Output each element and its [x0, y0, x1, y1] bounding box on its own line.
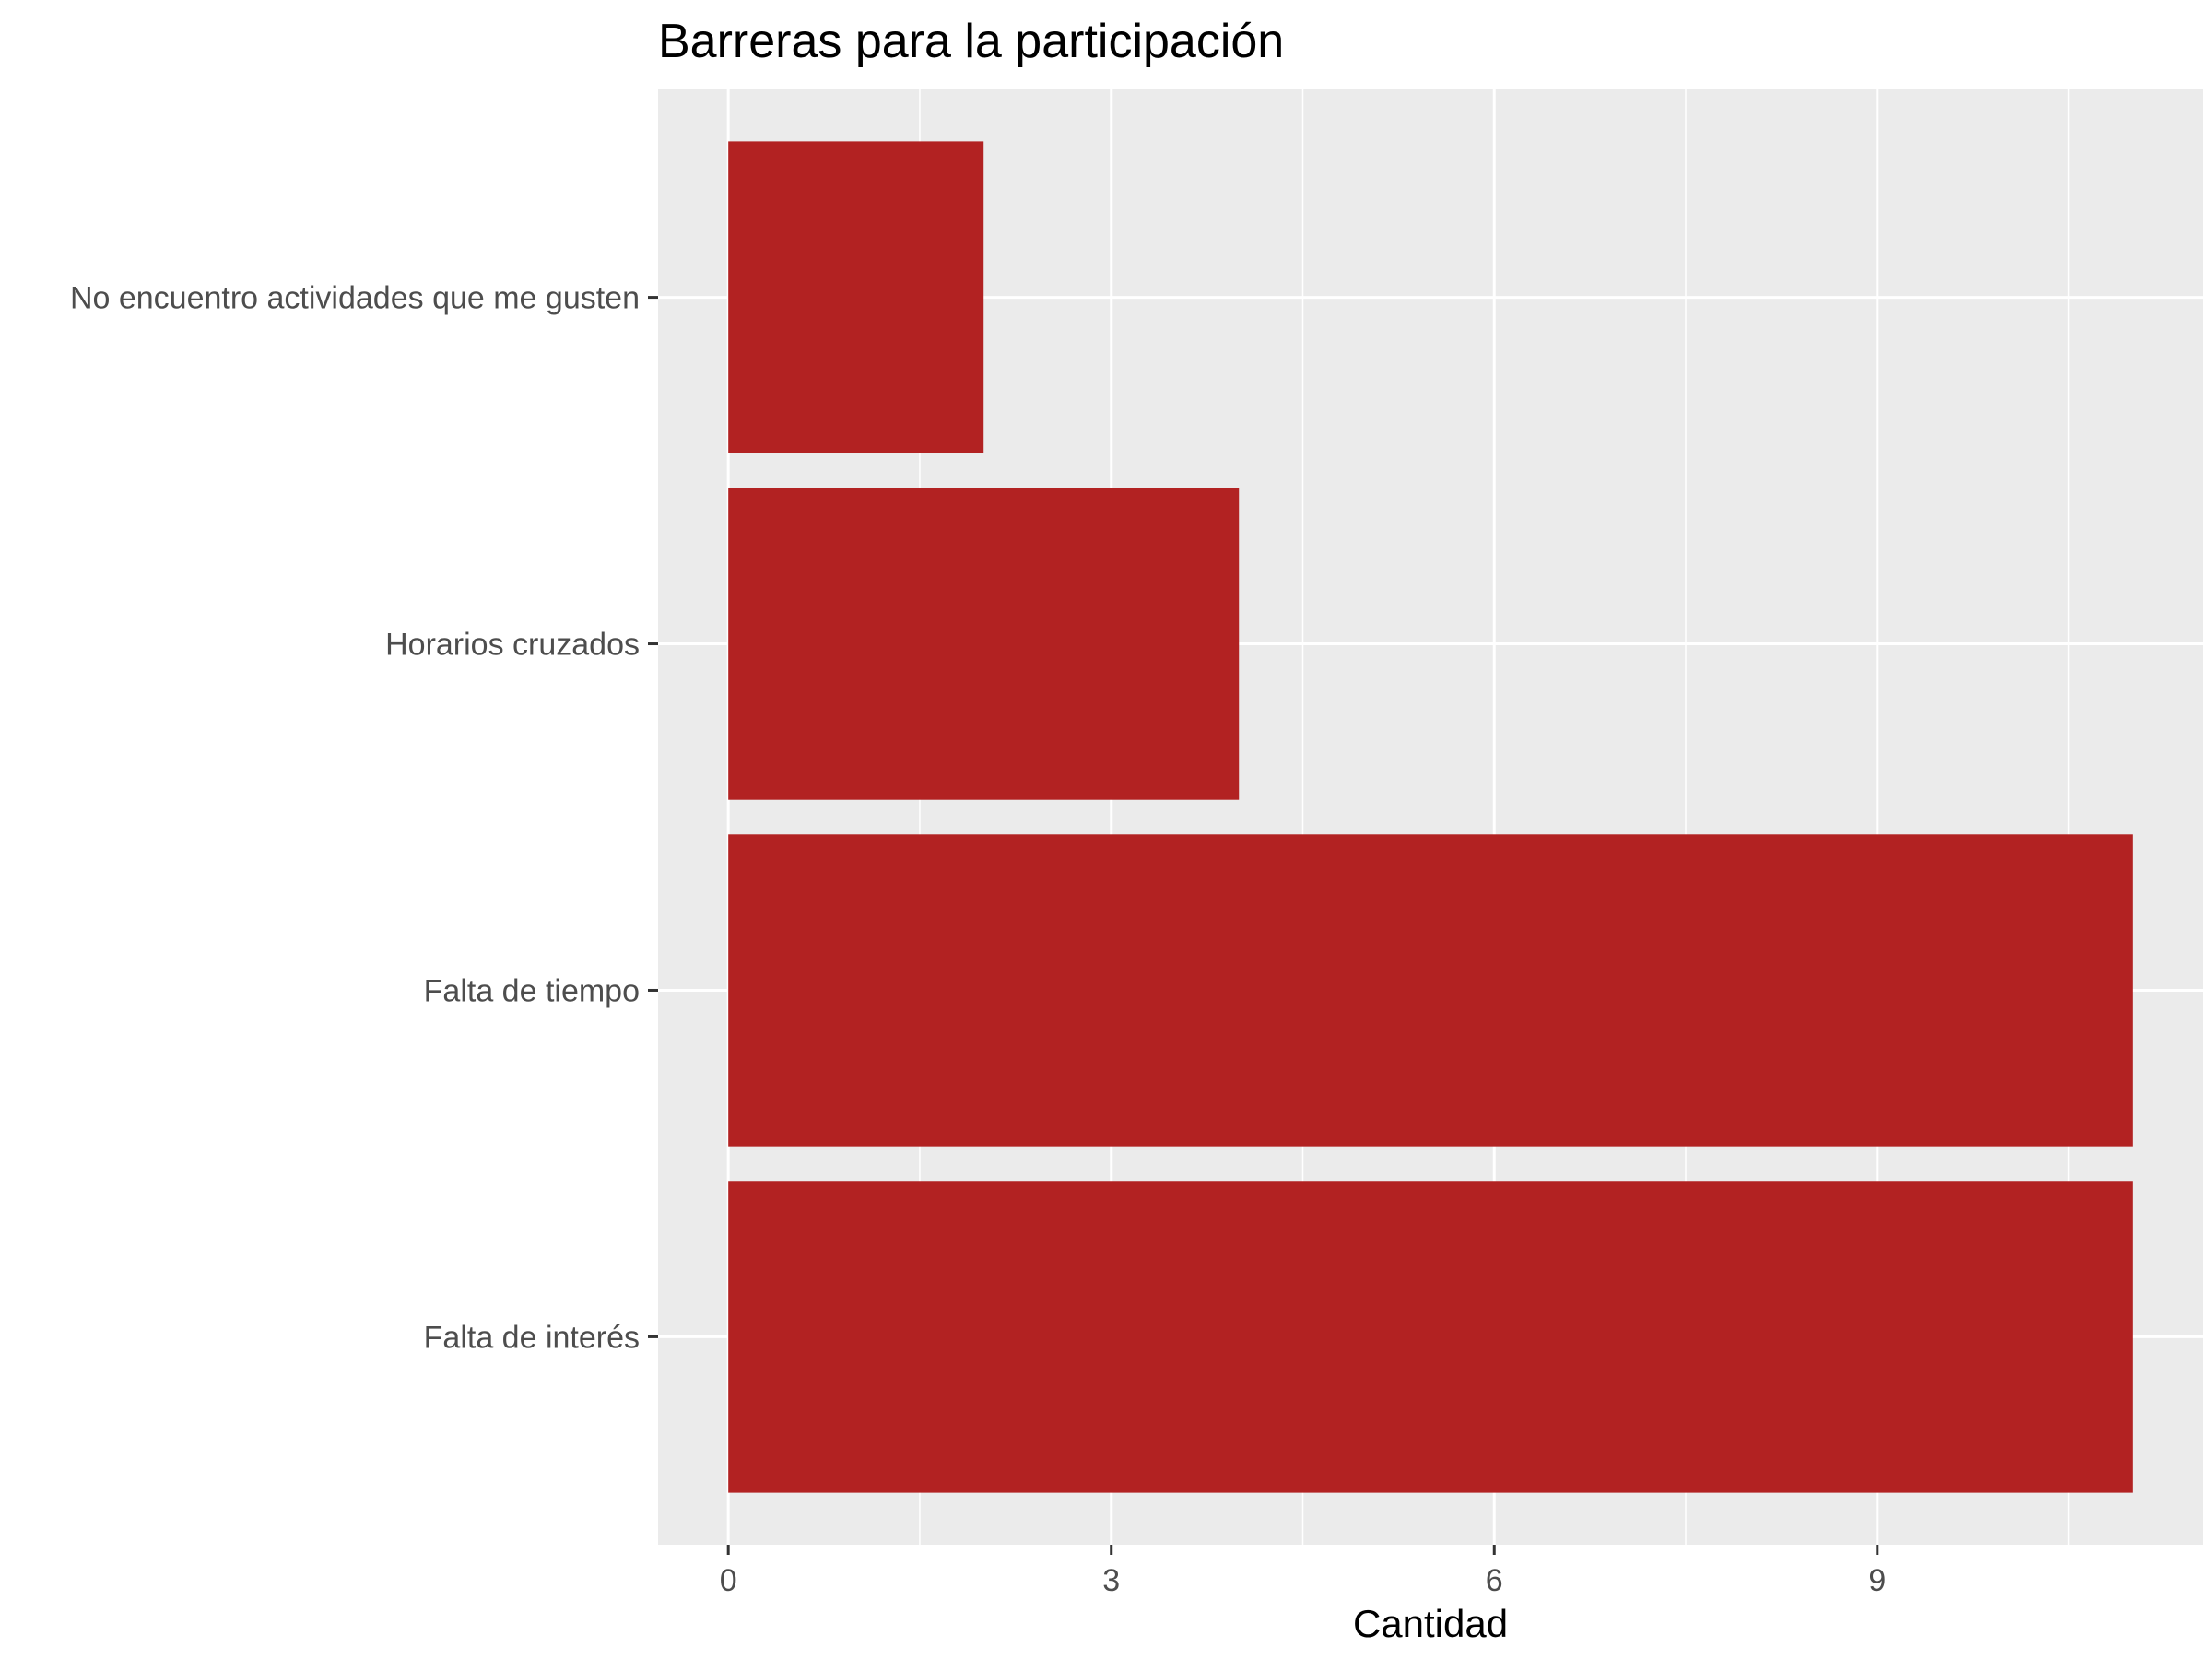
x-tick-label: 6: [1486, 1563, 1503, 1598]
bar-no-encuentro-actividades-que-me-gusten: [728, 141, 984, 453]
y-tick-label: Falta de tiempo: [424, 973, 640, 1008]
x-axis: 0 3 6 9: [720, 1545, 1886, 1598]
bar-falta-de-interes: [728, 1181, 2133, 1493]
bars: [728, 141, 2133, 1493]
bar-falta-de-tiempo: [728, 834, 2133, 1147]
bar-horarios-cruzados: [728, 488, 1240, 800]
x-tick-label: 0: [720, 1563, 737, 1598]
x-tick-label: 9: [1868, 1563, 1886, 1598]
x-axis-title: Cantidad: [1353, 1602, 1508, 1645]
y-tick-label: Falta de interés: [424, 1320, 640, 1355]
y-tick-label: Horarios cruzados: [385, 628, 640, 663]
y-axis: Falta de interés Falta de tiempo Horarios …: [70, 281, 658, 1355]
y-tick-label: No encuentro actividades que me gusten: [70, 281, 640, 316]
chart-title: Barreras para la participación: [658, 15, 1284, 68]
x-tick-label: 3: [1102, 1563, 1120, 1598]
